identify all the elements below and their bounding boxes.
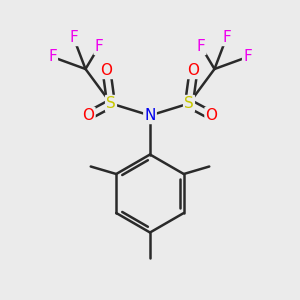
Text: O: O: [206, 108, 218, 123]
Text: O: O: [188, 63, 200, 78]
Text: O: O: [82, 108, 94, 123]
Text: F: F: [69, 30, 78, 45]
Text: F: F: [222, 30, 231, 45]
Text: S: S: [106, 96, 116, 111]
Text: N: N: [144, 108, 156, 123]
Text: F: F: [196, 39, 206, 54]
Text: F: F: [243, 50, 252, 64]
Text: F: F: [48, 50, 57, 64]
Text: S: S: [184, 96, 194, 111]
Text: O: O: [100, 63, 112, 78]
Text: F: F: [94, 39, 103, 54]
